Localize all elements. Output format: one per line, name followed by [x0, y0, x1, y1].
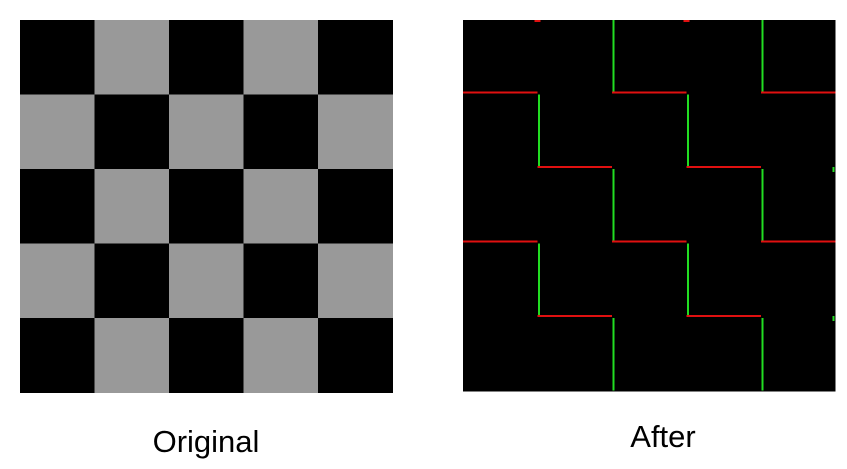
edge-background — [463, 20, 836, 392]
checker-cell — [318, 243, 393, 319]
checker-cell — [243, 318, 319, 393]
checker-cell — [94, 243, 170, 319]
checker-cell — [169, 20, 244, 95]
checker-cell — [243, 94, 319, 170]
checker-cell — [20, 318, 95, 393]
checker-cell — [94, 20, 170, 95]
checker-cell — [169, 318, 244, 393]
checker-cell — [94, 94, 170, 170]
checker-cell — [20, 243, 95, 319]
checker-cell — [20, 94, 95, 170]
checker-cell — [243, 20, 319, 95]
checker-cell — [243, 243, 319, 319]
after-image — [463, 20, 836, 392]
checker-cell — [243, 169, 319, 244]
checker-cell — [318, 318, 393, 393]
caption: Original — [153, 424, 260, 459]
checker-cell — [318, 94, 393, 170]
caption: After — [630, 419, 695, 454]
checker-cell — [169, 243, 244, 319]
checker-cell — [169, 94, 244, 170]
checker-cell — [94, 169, 170, 244]
checker-cell — [169, 169, 244, 244]
checker-cell — [94, 318, 170, 393]
checker-cell — [318, 20, 393, 95]
original-image — [20, 20, 393, 393]
checker-cell — [20, 20, 95, 95]
checker-cell — [318, 169, 393, 244]
checker-cell — [20, 169, 95, 244]
